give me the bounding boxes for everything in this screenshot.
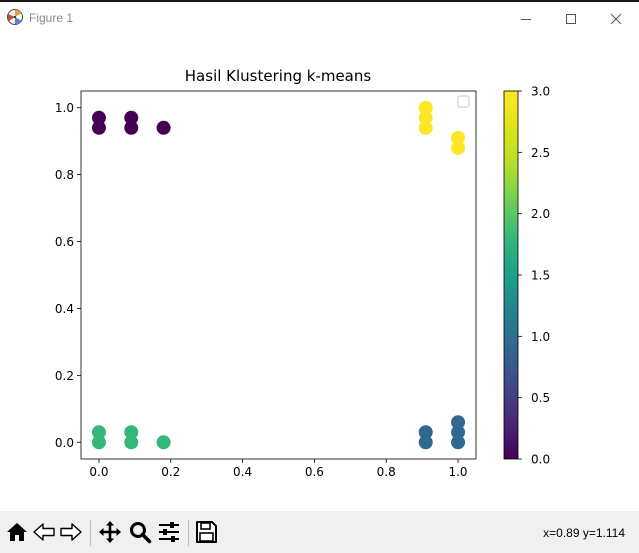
data-point xyxy=(451,140,466,155)
navigation-toolbar: x=0.89 y=1.114 xyxy=(0,511,639,553)
data-point xyxy=(451,415,466,430)
data-point xyxy=(418,110,433,125)
data-point xyxy=(91,435,106,450)
x-tick-label: 0.2 xyxy=(161,465,180,479)
colorbar xyxy=(503,90,519,460)
data-point xyxy=(156,435,171,450)
data-point xyxy=(451,435,466,450)
close-button[interactable] xyxy=(593,4,639,34)
x-tick-label: 0.8 xyxy=(377,465,396,479)
forward-icon[interactable] xyxy=(59,520,83,544)
colorbar-tick-label: 2.0 xyxy=(531,207,550,221)
data-point xyxy=(418,435,433,450)
data-point xyxy=(451,425,466,440)
maximize-icon xyxy=(566,14,576,24)
colorbar-tick-label: 2.5 xyxy=(531,146,550,160)
close-icon xyxy=(610,13,622,25)
zoom-icon[interactable] xyxy=(128,520,152,544)
colorbar-tick-label: 0.0 xyxy=(531,453,550,467)
window-titlebar[interactable]: Figure 1 xyxy=(0,2,639,32)
maximize-button[interactable] xyxy=(548,4,594,34)
x-tick-label: 0.0 xyxy=(89,465,108,479)
save-icon[interactable] xyxy=(194,520,218,544)
toolbar-separator xyxy=(188,520,189,546)
data-point xyxy=(156,120,171,135)
data-point xyxy=(124,120,139,135)
data-point xyxy=(451,130,466,145)
matplotlib-logo-icon xyxy=(7,9,23,25)
data-point xyxy=(418,100,433,115)
minimize-button[interactable] xyxy=(503,4,549,34)
configure-subplots-icon[interactable] xyxy=(157,520,181,544)
colorbar-tick-label: 1.5 xyxy=(531,269,550,283)
colorbar-tick-label: 0.5 xyxy=(531,391,550,405)
data-point xyxy=(91,110,106,125)
chart-title: Hasil Klustering k-means xyxy=(185,67,372,85)
pan-icon[interactable] xyxy=(98,520,122,544)
x-tick-label: 1.0 xyxy=(448,465,467,479)
data-point xyxy=(124,425,139,440)
window-title: Figure 1 xyxy=(29,11,74,25)
colorbar-tick-label: 1.0 xyxy=(531,330,550,344)
x-tick-label: 0.4 xyxy=(233,465,252,479)
data-point xyxy=(124,435,139,450)
colorbar-tick-label: 3.0 xyxy=(531,85,550,99)
y-tick-label: 0.0 xyxy=(55,436,74,450)
legend-box xyxy=(457,95,470,108)
screen-edge xyxy=(0,0,639,2)
y-tick-label: 0.6 xyxy=(55,235,74,249)
x-tick-label: 0.6 xyxy=(305,465,324,479)
data-point xyxy=(91,425,106,440)
y-tick-label: 1.0 xyxy=(55,101,74,115)
data-point xyxy=(418,120,433,135)
toolbar-separator xyxy=(90,520,91,546)
y-tick-label: 0.2 xyxy=(55,369,74,383)
back-icon[interactable] xyxy=(32,520,56,544)
y-tick-label: 0.8 xyxy=(55,168,74,182)
data-point xyxy=(418,425,433,440)
y-tick-label: 0.4 xyxy=(55,302,74,316)
figure-canvas[interactable]: Hasil Klustering k-means 0.0 0.2 0.4 0.6 0.8… xyxy=(0,32,639,511)
minimize-icon xyxy=(521,19,531,20)
plot-frame xyxy=(80,90,477,460)
scatter-chart: Hasil Klustering k-means 0.0 0.2 0.4 0.6 0.8… xyxy=(55,67,550,479)
data-point xyxy=(91,120,106,135)
cursor-coordinates: x=0.89 y=1.114 xyxy=(543,526,625,540)
home-icon[interactable] xyxy=(5,520,29,544)
data-point xyxy=(124,110,139,125)
